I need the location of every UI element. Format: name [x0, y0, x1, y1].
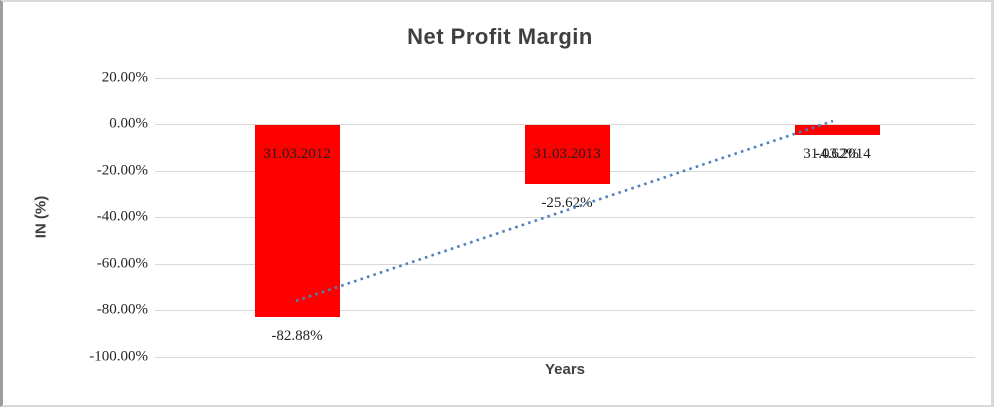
y-tick-label: -40.00%: [96, 208, 148, 225]
category-label: 31.03.2013: [533, 146, 601, 162]
gridline: [155, 78, 975, 79]
chart-title: Net Profit Margin: [407, 24, 593, 49]
y-tick-label: -60.00%: [96, 255, 148, 271]
y-tick-label: -20.00%: [96, 162, 148, 178]
data-label: -4.62%: [815, 145, 859, 162]
data-label: -25.62%: [541, 194, 593, 211]
bar: [794, 125, 880, 135]
y-tick-label: 20.00%: [101, 69, 148, 85]
y-tick-label: -100.00%: [89, 348, 148, 364]
gridline: [155, 310, 975, 311]
data-label: -82.88%: [271, 327, 323, 344]
gridline: [155, 357, 975, 358]
y-tick-label: -80.00%: [96, 301, 148, 318]
x-axis-title: Years: [544, 361, 586, 378]
category-label: 31.03.2012: [263, 146, 331, 162]
y-tick-label: 0.00%: [109, 115, 148, 132]
